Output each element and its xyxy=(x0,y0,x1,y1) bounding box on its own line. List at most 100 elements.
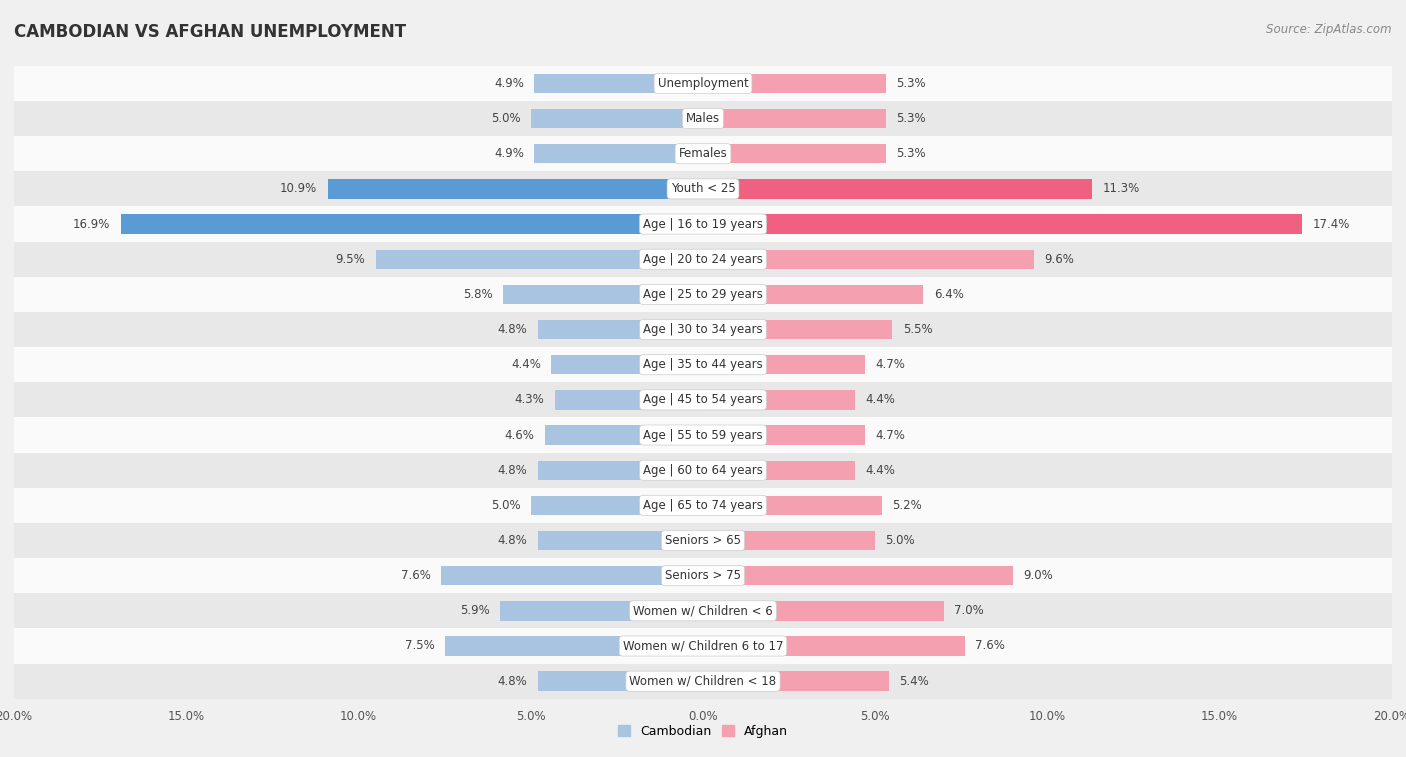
Text: CAMBODIAN VS AFGHAN UNEMPLOYMENT: CAMBODIAN VS AFGHAN UNEMPLOYMENT xyxy=(14,23,406,41)
Bar xyxy=(14,628,1392,664)
Text: 17.4%: 17.4% xyxy=(1313,217,1350,231)
Text: 7.0%: 7.0% xyxy=(955,604,984,617)
Text: 16.9%: 16.9% xyxy=(73,217,111,231)
Text: Age | 16 to 19 years: Age | 16 to 19 years xyxy=(643,217,763,231)
Bar xyxy=(555,390,703,410)
Bar xyxy=(14,523,1392,558)
Text: 4.7%: 4.7% xyxy=(875,358,905,371)
Bar xyxy=(703,214,1302,234)
Bar xyxy=(703,460,855,480)
Bar xyxy=(544,425,703,444)
Bar xyxy=(703,566,1012,585)
Bar xyxy=(14,417,1392,453)
Text: Source: ZipAtlas.com: Source: ZipAtlas.com xyxy=(1267,23,1392,36)
Legend: Cambodian, Afghan: Cambodian, Afghan xyxy=(613,720,793,743)
Bar xyxy=(551,355,703,375)
Text: 5.2%: 5.2% xyxy=(893,499,922,512)
Text: Age | 65 to 74 years: Age | 65 to 74 years xyxy=(643,499,763,512)
Text: 4.9%: 4.9% xyxy=(494,77,524,90)
Text: Age | 30 to 34 years: Age | 30 to 34 years xyxy=(643,323,763,336)
Bar xyxy=(534,144,703,164)
Text: 5.5%: 5.5% xyxy=(903,323,932,336)
Text: Age | 20 to 24 years: Age | 20 to 24 years xyxy=(643,253,763,266)
Bar xyxy=(537,320,703,339)
Bar xyxy=(703,179,1092,198)
Text: Seniors > 65: Seniors > 65 xyxy=(665,534,741,547)
Text: 4.9%: 4.9% xyxy=(494,148,524,160)
Bar xyxy=(703,250,1033,269)
Bar xyxy=(537,671,703,691)
Text: 9.0%: 9.0% xyxy=(1024,569,1053,582)
Text: 5.0%: 5.0% xyxy=(491,499,520,512)
Text: Age | 35 to 44 years: Age | 35 to 44 years xyxy=(643,358,763,371)
Bar xyxy=(14,312,1392,347)
Text: Females: Females xyxy=(679,148,727,160)
Bar xyxy=(14,558,1392,593)
Text: 5.0%: 5.0% xyxy=(886,534,915,547)
Bar xyxy=(703,496,882,515)
Text: 6.4%: 6.4% xyxy=(934,288,963,301)
Bar xyxy=(537,531,703,550)
Text: 4.3%: 4.3% xyxy=(515,394,544,407)
Bar xyxy=(14,136,1392,171)
Text: Age | 25 to 29 years: Age | 25 to 29 years xyxy=(643,288,763,301)
Text: 5.3%: 5.3% xyxy=(896,77,925,90)
Bar xyxy=(14,453,1392,488)
Bar xyxy=(121,214,703,234)
Text: Males: Males xyxy=(686,112,720,125)
Text: 11.3%: 11.3% xyxy=(1102,182,1140,195)
Bar xyxy=(14,593,1392,628)
Bar xyxy=(14,664,1392,699)
Bar xyxy=(703,109,886,128)
Text: Youth < 25: Youth < 25 xyxy=(671,182,735,195)
Text: Age | 45 to 54 years: Age | 45 to 54 years xyxy=(643,394,763,407)
Bar xyxy=(703,531,875,550)
Bar xyxy=(14,101,1392,136)
Bar xyxy=(703,390,855,410)
Bar xyxy=(703,285,924,304)
Text: Women w/ Children < 6: Women w/ Children < 6 xyxy=(633,604,773,617)
Bar xyxy=(14,277,1392,312)
Bar xyxy=(14,207,1392,241)
Bar xyxy=(328,179,703,198)
Text: 5.3%: 5.3% xyxy=(896,148,925,160)
Bar xyxy=(703,671,889,691)
Text: Unemployment: Unemployment xyxy=(658,77,748,90)
Bar xyxy=(14,488,1392,523)
Bar xyxy=(531,109,703,128)
Bar xyxy=(534,73,703,93)
Bar xyxy=(537,460,703,480)
Text: Age | 60 to 64 years: Age | 60 to 64 years xyxy=(643,464,763,477)
Text: 4.4%: 4.4% xyxy=(865,394,894,407)
Bar xyxy=(703,425,865,444)
Text: 4.8%: 4.8% xyxy=(498,464,527,477)
Text: 5.8%: 5.8% xyxy=(463,288,494,301)
Text: 5.9%: 5.9% xyxy=(460,604,489,617)
Bar xyxy=(703,144,886,164)
Text: Seniors > 75: Seniors > 75 xyxy=(665,569,741,582)
Text: 9.6%: 9.6% xyxy=(1045,253,1074,266)
Text: 7.5%: 7.5% xyxy=(405,640,434,653)
Bar xyxy=(703,637,965,656)
Bar xyxy=(703,320,893,339)
Text: Women w/ Children 6 to 17: Women w/ Children 6 to 17 xyxy=(623,640,783,653)
Text: 7.6%: 7.6% xyxy=(401,569,430,582)
Bar xyxy=(499,601,703,621)
Text: 4.6%: 4.6% xyxy=(505,428,534,441)
Text: 4.8%: 4.8% xyxy=(498,674,527,687)
Text: Age | 55 to 59 years: Age | 55 to 59 years xyxy=(643,428,763,441)
Bar xyxy=(703,73,886,93)
Bar xyxy=(14,241,1392,277)
Bar xyxy=(703,601,945,621)
Text: 5.0%: 5.0% xyxy=(491,112,520,125)
Text: Women w/ Children < 18: Women w/ Children < 18 xyxy=(630,674,776,687)
Text: 4.4%: 4.4% xyxy=(512,358,541,371)
Bar xyxy=(14,382,1392,417)
Bar xyxy=(14,347,1392,382)
Bar xyxy=(703,355,865,375)
Text: 4.8%: 4.8% xyxy=(498,534,527,547)
Bar xyxy=(14,171,1392,207)
Bar xyxy=(375,250,703,269)
Text: 7.6%: 7.6% xyxy=(976,640,1005,653)
Text: 9.5%: 9.5% xyxy=(336,253,366,266)
